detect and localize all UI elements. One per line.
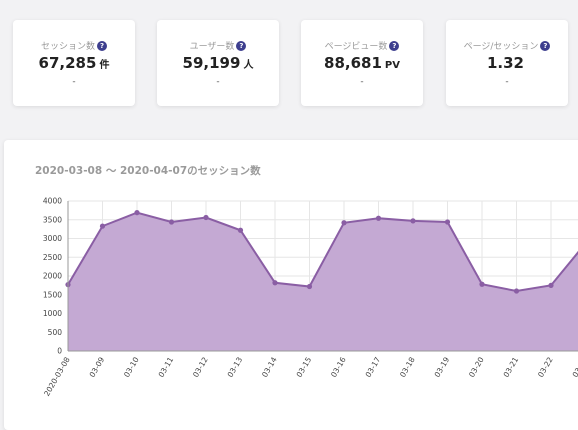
x-tick-label: 03-22	[536, 355, 555, 379]
data-point[interactable]	[99, 223, 106, 229]
card-label: ページビュー数	[324, 42, 388, 52]
data-point[interactable]	[272, 280, 278, 286]
card-unit: 件	[99, 60, 110, 71]
y-tick-label: 2000	[43, 272, 62, 281]
x-tick-label: 03-17	[364, 355, 383, 379]
x-tick-label: 03-09	[88, 355, 107, 379]
card-value: 67,285	[38, 54, 97, 72]
y-tick-label: 3000	[43, 234, 62, 243]
chart-title: 2020-03-08 〜 2020-04-07のセッション数	[35, 165, 261, 177]
data-point[interactable]	[375, 215, 382, 221]
data-point[interactable]	[341, 220, 347, 226]
card-sub: -	[360, 77, 364, 87]
data-point[interactable]	[548, 282, 554, 288]
card-unit: 人	[243, 60, 254, 71]
x-tick-label: 03-16	[329, 355, 348, 379]
card-sub: -	[505, 77, 509, 87]
y-tick-label: 1000	[43, 309, 62, 318]
y-tick-label: 3500	[43, 215, 62, 224]
stat-card-users: ユーザー数? 59,199 人 -	[157, 20, 279, 106]
x-tick-label: 03-20	[467, 355, 486, 379]
data-point[interactable]	[306, 283, 313, 290]
data-point[interactable]	[237, 227, 244, 233]
x-tick-label: 03-12	[191, 355, 210, 379]
data-point[interactable]	[168, 219, 175, 225]
data-point[interactable]	[203, 214, 209, 221]
card-unit: PV	[384, 60, 400, 71]
series-line	[67, 211, 578, 293]
stat-card-sessions: セッション数? 67,285 件 -	[13, 20, 135, 106]
x-tick-label: 03-18	[398, 355, 417, 379]
card-value: 88,681	[324, 54, 382, 72]
help-icon[interactable]: ?	[540, 40, 551, 51]
card-sub: -	[72, 77, 76, 87]
data-point[interactable]	[444, 219, 451, 225]
x-tick-label: 03-15	[295, 355, 314, 379]
card-value: 1.32	[486, 54, 524, 72]
x-tick-label: 03-10	[122, 355, 141, 379]
y-tick-label: 0	[57, 347, 62, 356]
stat-card-pages-per-session: ページ/セッション? 1.32 -	[446, 20, 568, 106]
x-tick-label: 03-19	[433, 355, 452, 379]
data-point[interactable]	[513, 288, 520, 294]
series-area	[68, 212, 578, 351]
y-tick-label: 1500	[43, 290, 62, 299]
card-label: ユーザー数	[189, 42, 235, 52]
x-tick-label: 03-14	[260, 355, 279, 379]
y-tick-label: 500	[48, 328, 63, 337]
x-tick-label: 03-23	[571, 355, 578, 379]
x-tick-label: 2020-03-08	[42, 355, 72, 397]
x-tick-label: 03-21	[502, 355, 521, 379]
x-tick-label: 03-11	[157, 355, 176, 379]
data-point[interactable]	[134, 210, 140, 216]
data-point[interactable]	[410, 218, 416, 224]
y-tick-label: 2500	[43, 253, 62, 262]
stat-card-pageviews: ページビュー数? 88,681 PV -	[301, 20, 423, 106]
card-label: ページ/セッション	[463, 42, 539, 52]
x-tick-label: 03-13	[226, 355, 245, 379]
card-value: 59,199	[182, 54, 241, 72]
help-icon[interactable]: ?	[97, 40, 107, 51]
session-area-chart: 0 500 1000 1500 2000 2500 3000 3500 4000 2020-03-…	[42, 197, 578, 398]
help-icon[interactable]: ?	[389, 40, 400, 51]
card-sub: -	[216, 77, 220, 87]
help-icon[interactable]: ?	[236, 40, 247, 51]
y-tick-label: 4000	[43, 197, 62, 206]
data-point[interactable]	[479, 281, 485, 287]
card-label: セッション数	[40, 42, 95, 52]
